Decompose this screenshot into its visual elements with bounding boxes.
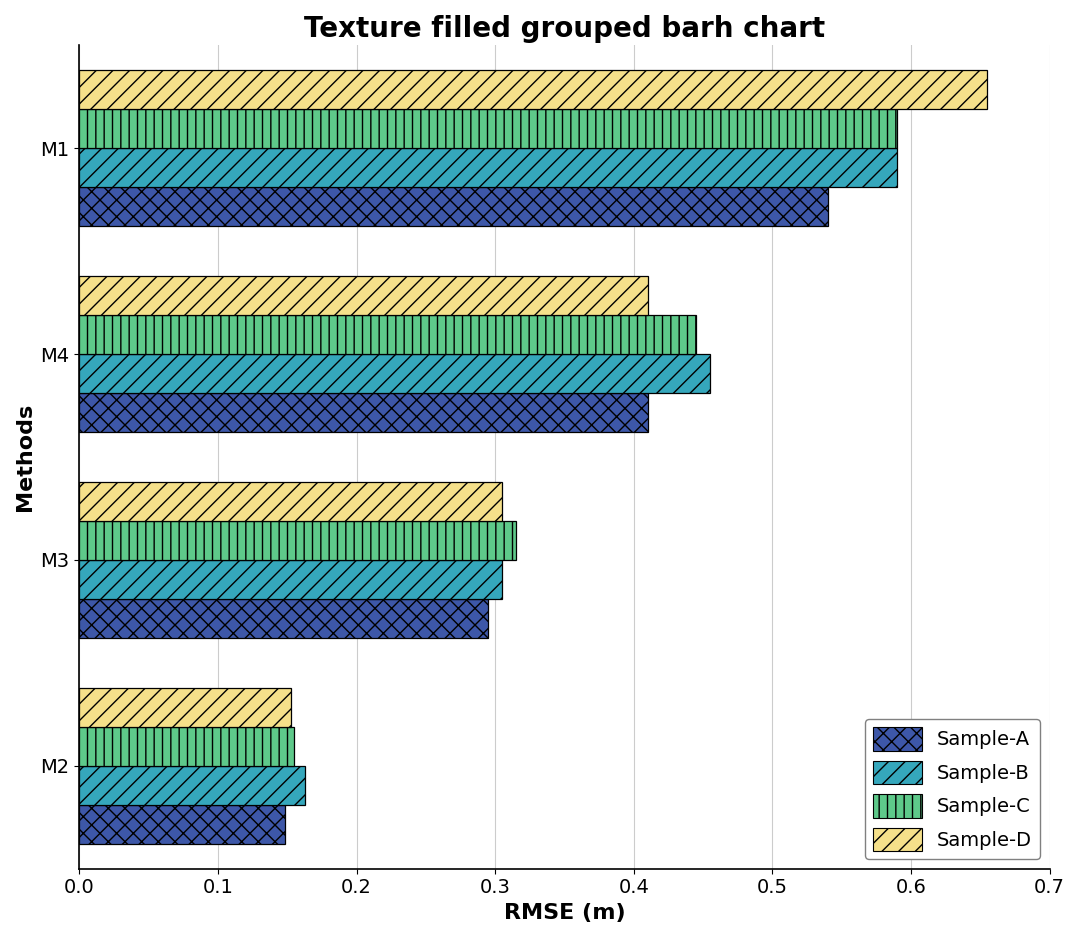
Bar <box>80 599 488 638</box>
Bar <box>80 482 502 521</box>
Y-axis label: Methods: Methods <box>15 403 35 511</box>
Bar <box>80 148 897 188</box>
Bar <box>80 355 710 393</box>
X-axis label: RMSE (m): RMSE (m) <box>503 903 625 923</box>
Bar <box>80 315 697 355</box>
Legend: Sample-A, Sample-B, Sample-C, Sample-D: Sample-A, Sample-B, Sample-C, Sample-D <box>865 719 1040 859</box>
Bar <box>80 521 516 560</box>
Bar <box>80 70 987 109</box>
Bar <box>80 109 897 148</box>
Bar <box>80 805 284 844</box>
Bar <box>80 560 502 599</box>
Bar <box>80 727 294 765</box>
Bar <box>80 765 306 805</box>
Bar <box>80 276 648 315</box>
Title: Texture filled grouped barh chart: Texture filled grouped barh chart <box>303 15 825 43</box>
Bar <box>80 393 648 432</box>
Bar <box>80 688 292 727</box>
Bar <box>80 188 827 226</box>
